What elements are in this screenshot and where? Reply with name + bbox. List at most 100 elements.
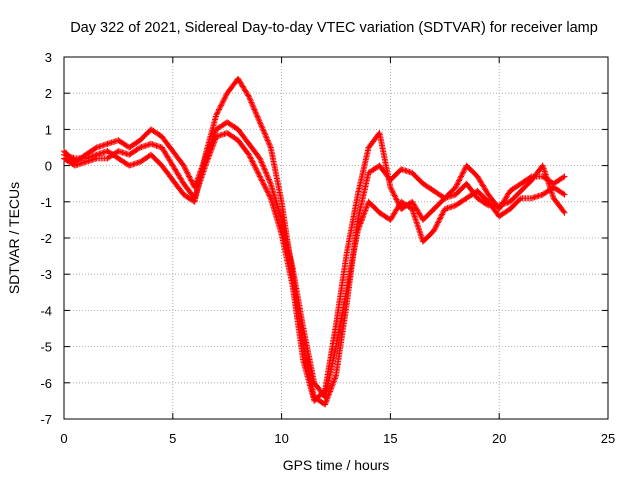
data-point	[237, 139, 239, 142]
data-point	[487, 193, 490, 196]
data-point	[193, 186, 196, 189]
data-point	[454, 186, 457, 189]
data-point	[259, 157, 261, 160]
data-point	[117, 150, 120, 152]
data-point	[335, 324, 337, 326]
data-point	[422, 182, 424, 185]
series-layer	[61, 75, 568, 408]
data-point	[433, 208, 435, 210]
data-point	[291, 284, 294, 286]
data-point	[563, 175, 566, 178]
data-point	[128, 146, 131, 149]
data-point	[324, 389, 326, 391]
data-point	[411, 172, 413, 174]
data-point	[150, 153, 152, 156]
data-point	[324, 403, 326, 406]
data-point	[248, 143, 250, 145]
data-point	[84, 157, 87, 160]
data-point	[117, 139, 120, 142]
data-point	[95, 157, 98, 160]
data-point	[444, 197, 446, 199]
data-point	[433, 229, 435, 232]
y-tick-label: 2	[45, 86, 52, 101]
data-point	[541, 193, 544, 196]
data-point	[280, 201, 283, 203]
data-point	[400, 168, 403, 171]
data-point	[498, 204, 501, 207]
data-point	[541, 175, 544, 178]
x-tick-label: 15	[383, 431, 397, 446]
data-point	[531, 197, 533, 199]
data-point	[117, 157, 120, 160]
data-point	[172, 164, 174, 167]
data-point	[291, 266, 294, 268]
data-point	[182, 182, 185, 185]
data-point	[367, 146, 370, 149]
x-axis-label: GPS time / hours	[283, 457, 390, 473]
data-point	[313, 400, 316, 402]
data-point	[389, 186, 392, 189]
data-point	[139, 146, 141, 149]
data-point	[106, 150, 109, 152]
data-point	[422, 219, 424, 221]
chart-title: Day 322 of 2021, Sidereal Day-to-day VTE…	[70, 20, 598, 36]
data-point	[161, 164, 163, 167]
data-point	[389, 219, 392, 221]
data-point	[237, 77, 239, 80]
data-point	[520, 197, 522, 199]
data-point	[95, 153, 98, 156]
data-point	[498, 215, 501, 218]
data-point	[215, 114, 218, 116]
series-1-markers	[61, 75, 568, 408]
data-point	[139, 139, 141, 142]
data-point	[106, 143, 109, 145]
data-point	[84, 153, 87, 156]
data-point	[498, 208, 501, 210]
data-point	[356, 229, 359, 232]
data-point	[487, 204, 490, 207]
x-tick-label: 5	[169, 431, 176, 446]
data-point	[182, 164, 185, 167]
data-point	[193, 201, 196, 203]
data-point	[552, 197, 555, 199]
data-point	[128, 164, 131, 167]
data-point	[509, 201, 511, 203]
y-tick-label: -7	[40, 412, 52, 427]
data-point	[259, 121, 261, 123]
data-point	[269, 182, 272, 185]
data-point	[259, 175, 261, 178]
data-point	[367, 172, 370, 174]
data-point	[552, 186, 555, 189]
data-point	[150, 143, 152, 145]
data-point	[106, 157, 109, 160]
x-tick-label: 25	[601, 431, 615, 446]
series-1	[61, 75, 568, 408]
data-point	[476, 175, 479, 178]
data-point	[95, 146, 98, 149]
y-tick-label: 3	[45, 50, 52, 65]
data-point	[411, 201, 413, 203]
data-point	[161, 146, 163, 149]
data-point	[335, 345, 337, 348]
y-tick-label: -3	[40, 267, 52, 282]
data-point	[563, 193, 566, 196]
y-tick-label: -2	[40, 231, 52, 246]
data-point	[465, 164, 468, 167]
data-point	[378, 132, 381, 134]
data-point	[335, 374, 337, 377]
data-point	[63, 150, 65, 152]
y-axis-label: SDTVAR / TECUs	[6, 182, 22, 294]
data-point	[552, 182, 555, 185]
data-point	[269, 146, 272, 149]
y-tick-label: -4	[40, 303, 52, 318]
data-point	[476, 197, 479, 199]
data-point	[139, 161, 141, 163]
data-point	[520, 190, 522, 192]
data-point	[541, 164, 544, 167]
data-point	[509, 208, 511, 210]
data-point	[465, 197, 468, 199]
data-point	[74, 161, 76, 163]
data-point	[172, 150, 174, 152]
